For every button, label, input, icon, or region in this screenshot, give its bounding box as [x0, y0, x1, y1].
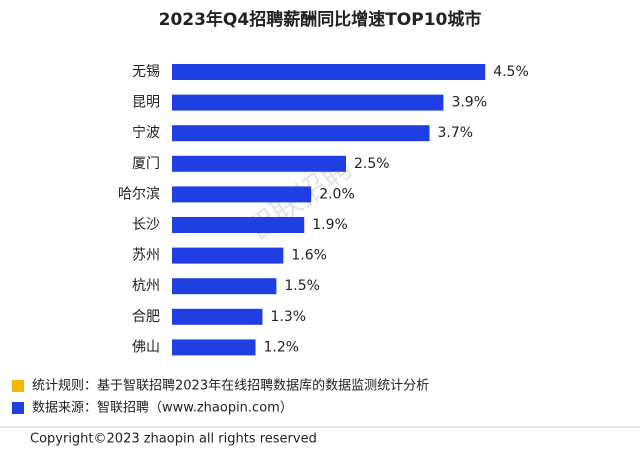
data-label: 1.5%	[284, 278, 320, 294]
data-label: 2.5%	[354, 156, 390, 172]
legend-swatch	[12, 380, 24, 392]
data-label: 1.2%	[264, 339, 300, 355]
data-label: 2.0%	[319, 186, 355, 202]
y-tick-label: 昆明	[132, 95, 160, 111]
data-label: 3.9%	[451, 95, 487, 111]
bar	[172, 94, 444, 111]
y-tick-label: 无锡	[132, 64, 160, 80]
y-tick-label: 杭州	[132, 278, 160, 294]
bar	[172, 125, 430, 142]
y-tick-label: 合肥	[132, 309, 160, 325]
legend-swatch	[12, 402, 24, 414]
y-tick-label: 苏州	[132, 248, 160, 264]
chart-title: 2023年Q4招聘薪酬同比增速TOP10城市	[159, 9, 482, 30]
y-tick-label: 宁波	[132, 124, 160, 141]
y-tick-label: 佛山	[132, 339, 160, 355]
bar	[172, 155, 346, 172]
data-label: 3.7%	[438, 125, 474, 141]
data-label: 1.3%	[270, 309, 306, 325]
footer: Copyright©2023 zhaopin all rights reserv…	[30, 432, 317, 447]
y-tick-label: 厦门	[132, 156, 160, 172]
bar	[172, 186, 312, 203]
bar	[172, 217, 305, 233]
y-tick-label: 长沙	[132, 217, 160, 233]
bar	[172, 247, 284, 264]
bar	[172, 339, 256, 356]
note: 数据来源：智联招聘（www.zhaopin.com）	[32, 401, 293, 416]
data-label: 1.6%	[291, 248, 327, 264]
note: 统计规则：基于智联招聘2023年在线招聘数据库的数据监测统计分析	[32, 378, 429, 394]
y-tick-label: 哈尔滨	[118, 186, 160, 202]
data-label: 4.5%	[493, 64, 529, 80]
bar	[172, 308, 263, 325]
bar	[172, 64, 486, 80]
data-label: 1.9%	[312, 217, 348, 233]
bar	[172, 278, 277, 295]
